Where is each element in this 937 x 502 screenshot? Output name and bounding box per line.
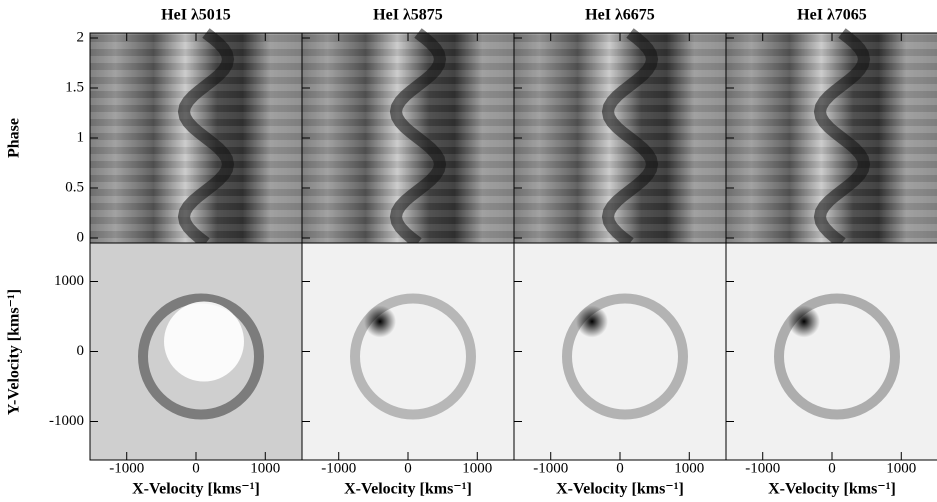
panel-title: HeI λ7065 <box>797 7 867 24</box>
x-tick-label: 1000 <box>674 460 704 476</box>
x-tick-label: -1000 <box>745 460 780 476</box>
y-tick-label: 0 <box>77 229 85 245</box>
panel-title: HeI λ6675 <box>585 7 655 24</box>
s-wave <box>389 28 447 248</box>
y-tick-label: -1000 <box>49 413 84 429</box>
tomogram <box>302 243 514 460</box>
x-tick-label: 0 <box>828 460 836 476</box>
tomogram-spot <box>788 305 820 338</box>
x-tick-label: 1000 <box>250 460 280 476</box>
tomogram-ring <box>774 293 900 420</box>
tomogram-spot <box>364 305 396 338</box>
x-axis-label: X-Velocity [kms⁻¹] <box>556 481 684 498</box>
y-tick-label: 1.5 <box>65 79 84 95</box>
tomogram-center <box>164 301 244 382</box>
panel-title: HeI λ5015 <box>161 7 231 24</box>
tomogram-spot <box>576 305 608 338</box>
y-tick-label: 1 <box>77 129 85 145</box>
x-tick-label: 0 <box>192 460 200 476</box>
x-axis-label: X-Velocity [kms⁻¹] <box>768 481 896 498</box>
phase-axis-label: Phase <box>6 118 23 158</box>
x-tick-label: 1000 <box>886 460 916 476</box>
x-axis-label: X-Velocity [kms⁻¹] <box>344 481 472 498</box>
s-wave <box>813 28 871 248</box>
x-tick-label: 0 <box>404 460 412 476</box>
tomogram <box>514 243 726 460</box>
x-tick-label: -1000 <box>321 460 356 476</box>
s-wave <box>601 28 659 248</box>
y-tick-label: 0 <box>77 343 85 359</box>
s-wave <box>177 28 235 248</box>
spectrum-bands <box>90 33 302 243</box>
tomogram-ring <box>562 293 688 420</box>
x-tick-label: -1000 <box>109 460 144 476</box>
x-tick-label: 0 <box>616 460 624 476</box>
x-tick-label: -1000 <box>533 460 568 476</box>
tomogram <box>726 243 937 460</box>
y-velocity-axis-label: Y-Velocity [kms⁻¹] <box>6 289 23 415</box>
x-axis-label: X-Velocity [kms⁻¹] <box>132 481 260 498</box>
y-tick-label: 2 <box>77 29 85 45</box>
y-tick-label: 0.5 <box>65 179 84 195</box>
y-tick-label: 1000 <box>54 273 84 289</box>
spectrum-bands <box>302 33 514 243</box>
spectrum-bands <box>726 33 937 243</box>
tomogram-ring <box>350 293 476 420</box>
panel-title: HeI λ5875 <box>373 7 443 24</box>
x-tick-label: 1000 <box>462 460 492 476</box>
tomogram-ring <box>138 293 264 420</box>
spectrum-bands <box>514 33 726 243</box>
